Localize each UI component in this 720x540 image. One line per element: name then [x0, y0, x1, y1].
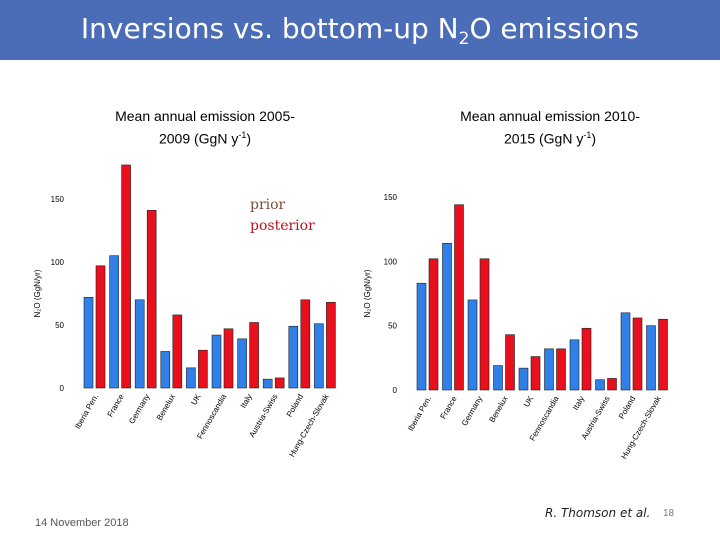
chart0-bar-prior: [262, 378, 273, 389]
chart0-bar-posterior: [121, 164, 131, 389]
chart1-bar-prior: [569, 339, 580, 391]
chart-title-right-line1: Mean annual emission 2010-: [460, 108, 640, 124]
chart1-bar-posterior: [454, 204, 464, 391]
chart0-bar-posterior: [172, 314, 183, 389]
chart0-y-tick-label: 100: [51, 258, 65, 267]
chart-title-right: Mean annual emission 2010- 2015 (GgN y-1…: [440, 107, 660, 149]
slide-date: 14 November 2018: [35, 517, 129, 529]
chart1-category-label: UK: [522, 394, 536, 409]
chart-title-right-end: ): [591, 130, 597, 147]
chart1-bar-prior: [595, 379, 605, 391]
chart0-bar-prior: [314, 323, 324, 389]
slide-title-main: Inversions vs. bottom-up N: [80, 12, 459, 45]
chart-title-left-line2: 2009 (GgN y: [158, 130, 239, 147]
legend-posterior: posterior: [250, 218, 315, 234]
chart1-bar-posterior: [428, 258, 439, 391]
chart0-y-tick-label: 0: [60, 384, 65, 393]
chart0-bar-posterior: [274, 377, 285, 389]
chart0-bar-posterior: [95, 265, 106, 389]
chart0-y-tick-label: 50: [55, 321, 64, 330]
chart1-category-label: France: [438, 394, 459, 421]
slide-author: R. Thomson et al.: [545, 506, 651, 520]
title-bar: [0, 0, 720, 60]
chart0-bar-prior: [237, 338, 247, 389]
chart-title-left: Mean annual emission 2005- 2009 (GgN y-1…: [95, 107, 315, 149]
chart1-y-tick-label: 100: [384, 257, 398, 266]
chart0-bar-prior: [211, 334, 222, 389]
chart0-bar-posterior: [249, 322, 259, 389]
slide-title-end: O emissions: [469, 12, 640, 45]
chart1-bar-prior: [467, 299, 478, 391]
chart1-bar-prior: [518, 367, 529, 391]
chart0-bar-posterior: [223, 328, 234, 389]
chart-title-left-line1: Mean annual emission 2005-: [115, 108, 295, 124]
chart0-bar-prior: [83, 296, 94, 389]
chart1-category-label: Italy: [571, 395, 586, 412]
chart1-bar-posterior: [632, 317, 643, 391]
chart1-bar-posterior: [530, 356, 541, 391]
chart0-y-tick-label: 150: [51, 195, 65, 204]
chart0-bar-posterior: [198, 349, 208, 389]
chart1-category-label: Iberia Pen.: [406, 395, 433, 433]
chart0-bar-prior: [160, 351, 171, 389]
legend-prior: prior: [250, 197, 286, 213]
chart0-bar-prior: [109, 255, 119, 389]
chart1-bar-prior: [544, 348, 554, 391]
chart1-bar-posterior: [479, 258, 490, 391]
chart1-bar-posterior: [658, 318, 668, 391]
chart-title-right-sup: -1: [583, 130, 592, 140]
chart1-bar-posterior: [607, 378, 617, 391]
chart1-y-tick-label: 150: [384, 193, 398, 202]
chart0-bar-posterior: [146, 210, 157, 389]
chart0-y-axis-label: N₂O (GgN/yr): [33, 269, 42, 317]
slide-title: Inversions vs. bottom-up N2O emissions: [0, 12, 720, 56]
chart1-y-tick-label: 50: [388, 322, 397, 331]
chart0-bar-posterior: [300, 299, 311, 389]
chart0-bar-prior: [134, 299, 145, 389]
chart1-bar-posterior: [505, 334, 515, 391]
chart1-bar-prior: [416, 282, 427, 391]
chart1-bar-posterior: [581, 327, 592, 391]
chart-title-right-line2: 2015 (GgN y: [503, 130, 584, 147]
chart0-bar-prior: [186, 367, 196, 389]
chart1-bar-prior: [442, 243, 452, 391]
chart1-category-label: Poland: [617, 395, 637, 421]
chart-title-left-sup: -1: [238, 130, 247, 140]
chart1-y-axis-label: N₂O (GgN/yr): [363, 269, 372, 317]
chart1-bar-prior: [620, 312, 631, 391]
page-number: 18: [663, 508, 675, 519]
chart1-y-tick-label: 0: [393, 386, 398, 395]
chart1-category-label: Germany: [460, 395, 484, 428]
chart1-bar-posterior: [556, 348, 566, 391]
chart1-bar-prior: [646, 325, 656, 391]
chart-title-left-end: ): [246, 130, 252, 147]
chart1-category-label: Benelux: [487, 395, 509, 425]
chart0-bar-posterior: [326, 302, 336, 389]
chart0-bar-prior: [288, 325, 299, 389]
chart1-bar-prior: [493, 365, 503, 391]
slide-title-subscript: 2: [458, 29, 470, 49]
